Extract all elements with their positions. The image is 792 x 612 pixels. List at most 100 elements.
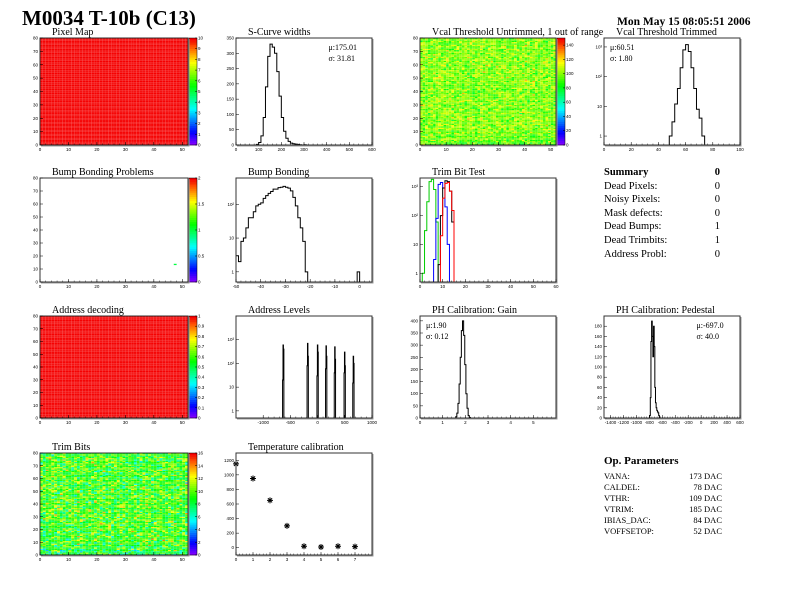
heatmap-cell (125, 59, 128, 60)
heatmap-cell (182, 46, 185, 47)
heatmap-cell (134, 93, 137, 94)
heatmap-cell (160, 130, 163, 131)
heatmap-cell (68, 57, 71, 58)
heatmap-cell (174, 54, 177, 55)
heatmap-cell (111, 61, 114, 62)
heatmap-cell (128, 141, 131, 142)
heatmap-cell (49, 140, 52, 141)
heatmap-cell (105, 98, 108, 99)
heatmap-cell (430, 54, 433, 55)
heatmap-cell (86, 130, 89, 131)
heatmap-cell (91, 39, 94, 40)
heatmap-cell (438, 54, 441, 55)
heatmap-cell (182, 122, 185, 123)
heatmap-cell (428, 105, 431, 106)
heatmap-cell (177, 49, 180, 50)
heatmap-cell (83, 120, 86, 121)
heatmap-cell (77, 130, 80, 131)
heatmap-cell (91, 122, 94, 123)
heatmap-cell (177, 140, 180, 141)
heatmap-cell (49, 109, 52, 110)
heatmap-cell (438, 57, 441, 58)
heatmap-cell (438, 124, 441, 125)
heatmap-cell (51, 82, 54, 83)
heatmap-cell (103, 94, 106, 95)
heatmap-cell (100, 43, 103, 44)
heatmap-cell (423, 122, 426, 123)
heatmap-cell (51, 75, 54, 76)
heatmap-cell (103, 57, 106, 58)
heatmap-cell (168, 112, 171, 113)
heatmap-cell (171, 85, 174, 86)
heatmap-cell (97, 138, 100, 139)
heatmap-cell (88, 118, 91, 119)
heatmap-cell (60, 100, 63, 101)
heatmap-cell (108, 77, 111, 78)
heatmap-cell (63, 113, 66, 114)
heatmap-cell (74, 97, 77, 98)
heatmap-cell (137, 87, 140, 88)
heatmap-cell (165, 77, 168, 78)
heatmap-cell (108, 93, 111, 94)
heatmap-cell (117, 122, 120, 123)
heatmap-cell (117, 109, 120, 110)
heatmap-cell (66, 61, 69, 62)
heatmap-cell (105, 70, 108, 71)
heatmap-cell (94, 59, 97, 60)
heatmap-cell (46, 49, 49, 50)
heatmap-cell (63, 51, 66, 52)
heatmap-cell (49, 138, 52, 139)
heatmap-cell (91, 78, 94, 79)
heatmap-cell (71, 57, 74, 58)
heatmap-cell (68, 65, 71, 66)
heatmap-cell (131, 118, 134, 119)
heatmap-cell (66, 43, 69, 44)
heatmap-cell (428, 71, 431, 72)
heatmap-cell (425, 113, 428, 114)
heatmap-cell (137, 73, 140, 74)
heatmap-cell (174, 50, 177, 51)
heatmap-cell (179, 130, 182, 131)
heatmap-cell (120, 114, 123, 115)
heatmap-cell (433, 138, 436, 139)
heatmap-cell (165, 100, 168, 101)
heatmap-cell (51, 134, 54, 135)
heatmap-cell (125, 124, 128, 125)
heatmap-cell (125, 118, 128, 119)
heatmap-cell (83, 87, 86, 88)
heatmap-cell (430, 134, 433, 135)
heatmap-cell (154, 59, 157, 60)
heatmap-cell (123, 126, 126, 127)
heatmap-cell (117, 141, 120, 142)
heatmap-cell (105, 89, 108, 90)
heatmap-cell (68, 108, 71, 109)
heatmap-cell (428, 112, 431, 113)
heatmap-cell (179, 109, 182, 110)
heatmap-cell (134, 141, 137, 142)
heatmap-cell (68, 43, 71, 44)
heatmap-cell (66, 120, 69, 121)
heatmap-cell (171, 109, 174, 110)
heatmap-cell (151, 71, 154, 72)
heatmap-cell (117, 54, 120, 55)
heatmap-cell (428, 140, 431, 141)
heatmap-cell (436, 138, 439, 139)
heatmap-cell (68, 94, 71, 95)
heatmap-cell (120, 125, 123, 126)
heatmap-cell (43, 49, 46, 50)
heatmap-cell (162, 39, 165, 40)
heatmap-cell (43, 104, 46, 105)
heatmap-cell (77, 78, 80, 79)
heatmap-cell (428, 50, 431, 51)
heatmap-cell (68, 134, 71, 135)
heatmap-cell (148, 141, 151, 142)
heatmap-cell (43, 140, 46, 141)
heatmap-cell (125, 136, 128, 137)
heatmap-cell (179, 46, 182, 47)
heatmap-cell (151, 45, 154, 46)
heatmap-cell (74, 62, 77, 63)
heatmap-cell (77, 126, 80, 127)
heatmap-cell (74, 87, 77, 88)
colorbar-segment (189, 126, 197, 128)
heatmap-cell (103, 49, 106, 50)
